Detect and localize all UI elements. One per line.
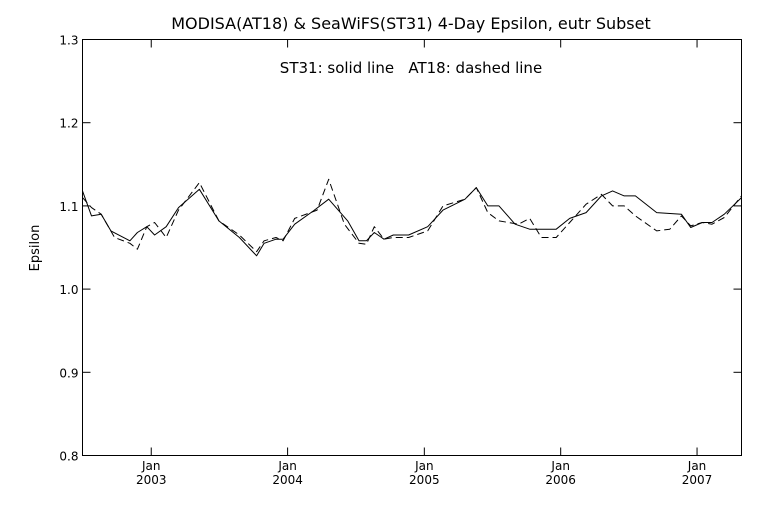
x-tick-month: Jan [687,459,707,473]
x-tick-month: Jan [550,459,570,473]
x-tick-year: 2007 [682,473,713,487]
y-axis-label: Epsilon [28,225,43,272]
y-tick-label: 1.2 [59,117,78,131]
y-tick-label: 0.9 [59,366,78,380]
y-tick-label: 1.3 [59,34,78,48]
line-style-annotation: ST31: solid line AT18: dashed line [280,59,542,77]
series-layer [82,178,742,257]
y-tick-label: 1.0 [59,283,78,297]
x-tick-year: 2003 [136,473,167,487]
chart-title: MODISA(AT18) & SeaWiFS(ST31) 4-Day Epsil… [171,14,651,33]
y-tick-label: 1.1 [59,200,78,214]
x-tick-month: Jan [414,459,434,473]
x-tick-year: 2005 [409,473,440,487]
x-tick-month: Jan [277,459,297,473]
x-tick-year: 2006 [545,473,576,487]
series-line-st31 [82,187,742,257]
plot-frame [82,39,742,456]
y-axis: 0.8 0.9 1.0 1.1 1.2 1.3 [59,34,742,464]
x-tick-year: 2004 [272,473,303,487]
series-line-at18 [82,178,742,253]
x-tick-month: Jan [141,459,161,473]
y-tick-label: 0.8 [59,450,78,464]
